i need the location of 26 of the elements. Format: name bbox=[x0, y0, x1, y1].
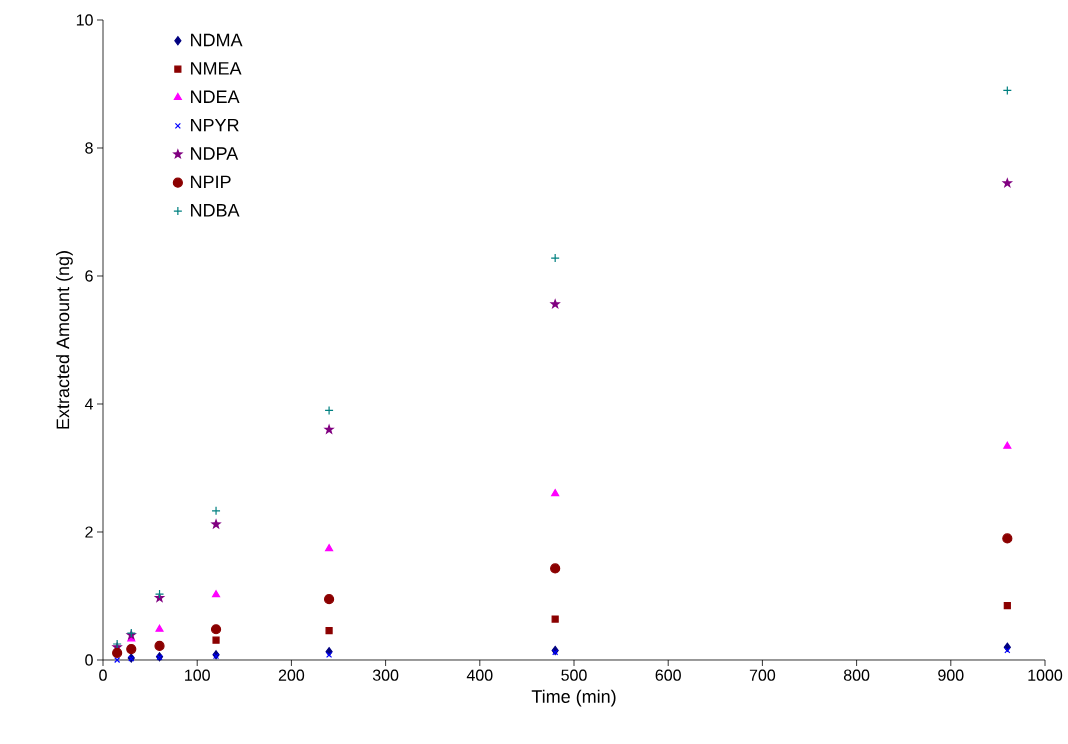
y-tick-label: 6 bbox=[85, 270, 93, 282]
x-tick-label: 1000 bbox=[1028, 669, 1063, 681]
x-tick-label: 500 bbox=[561, 669, 587, 681]
y-tick-label: 4 bbox=[84, 398, 93, 410]
x-tick-label: 0 bbox=[99, 669, 107, 681]
legend-label: NPYR bbox=[191, 118, 239, 132]
x-tick-label: 800 bbox=[843, 669, 870, 681]
x-tick-label: 900 bbox=[938, 669, 964, 681]
y-tick-label: 10 bbox=[76, 14, 93, 26]
legend-label: NMEA bbox=[191, 62, 242, 75]
x-tick-label: 400 bbox=[466, 669, 493, 681]
legend-label: NDPA bbox=[191, 147, 239, 160]
y-tick-label: 2 bbox=[85, 526, 93, 538]
legend-label: NDEA bbox=[191, 90, 240, 103]
x-tick-label: 700 bbox=[749, 669, 776, 681]
x-tick-label: 300 bbox=[372, 669, 399, 681]
y-tick-label: 8 bbox=[85, 142, 93, 154]
legend-label: NDMA bbox=[191, 33, 243, 47]
y-axis-title: Extracted Amount (ng) bbox=[56, 251, 73, 429]
legend-label: NPIP bbox=[191, 175, 231, 189]
legend-label: NDBA bbox=[191, 204, 240, 217]
x-tick-label: 200 bbox=[278, 669, 305, 681]
y-tick-label: 0 bbox=[85, 654, 93, 666]
x-axis-title: Time (min) bbox=[531, 689, 616, 707]
x-tick-label: 100 bbox=[185, 669, 210, 681]
x-tick-label: 600 bbox=[655, 669, 681, 681]
